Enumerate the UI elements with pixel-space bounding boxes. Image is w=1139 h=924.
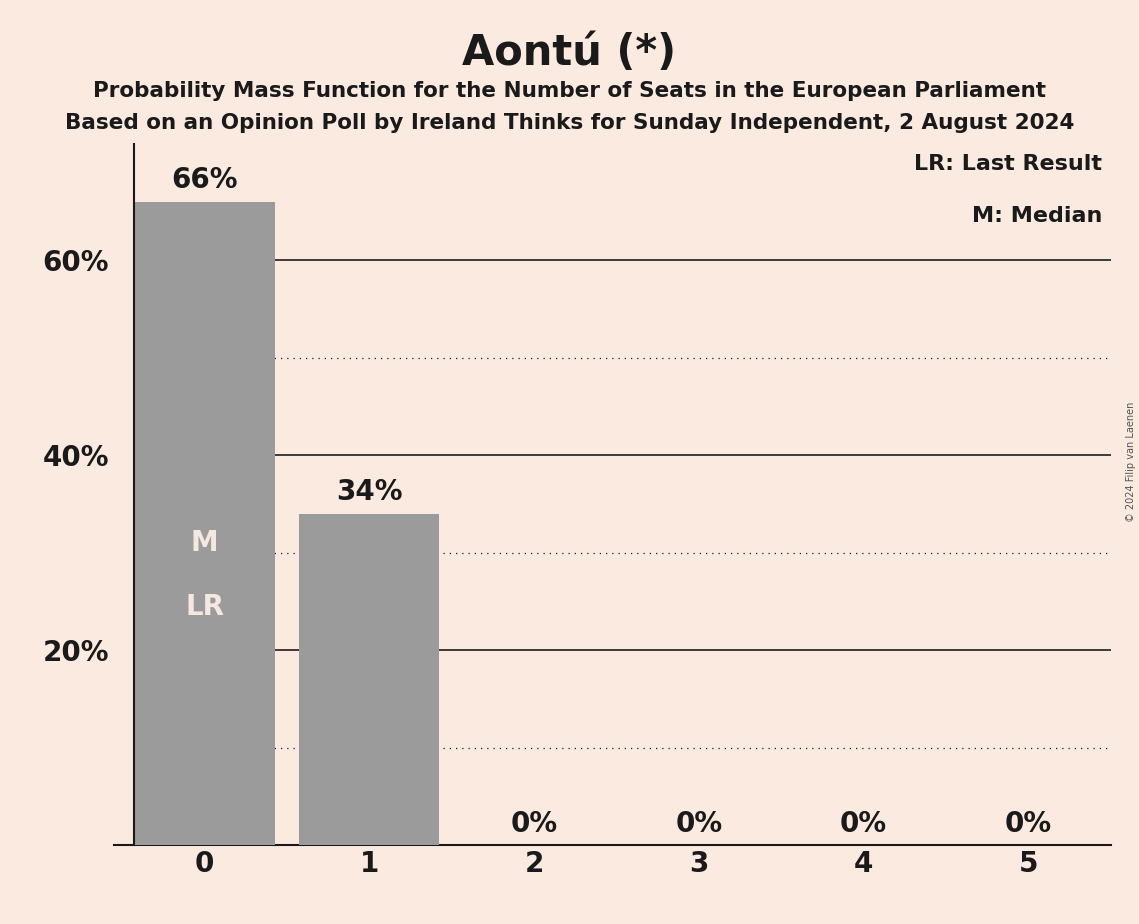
Text: © 2024 Filip van Laenen: © 2024 Filip van Laenen (1126, 402, 1136, 522)
Text: Probability Mass Function for the Number of Seats in the European Parliament: Probability Mass Function for the Number… (93, 81, 1046, 102)
Text: M: M (190, 529, 219, 557)
Bar (300, 514, 440, 845)
Text: 0%: 0% (675, 809, 722, 838)
Text: 0%: 0% (510, 809, 557, 838)
Text: M: Median: M: Median (972, 206, 1103, 226)
Text: Based on an Opinion Poll by Ireland Thinks for Sunday Independent, 2 August 2024: Based on an Opinion Poll by Ireland Thin… (65, 113, 1074, 133)
Text: 34%: 34% (336, 478, 402, 506)
Text: 66%: 66% (171, 166, 238, 194)
Text: Aontú (*): Aontú (*) (462, 32, 677, 74)
Text: LR: LR (185, 593, 224, 621)
Text: LR: Last Result: LR: Last Result (915, 153, 1103, 174)
Text: 0%: 0% (1005, 809, 1051, 838)
Bar (134, 201, 274, 845)
Text: 0%: 0% (839, 809, 887, 838)
